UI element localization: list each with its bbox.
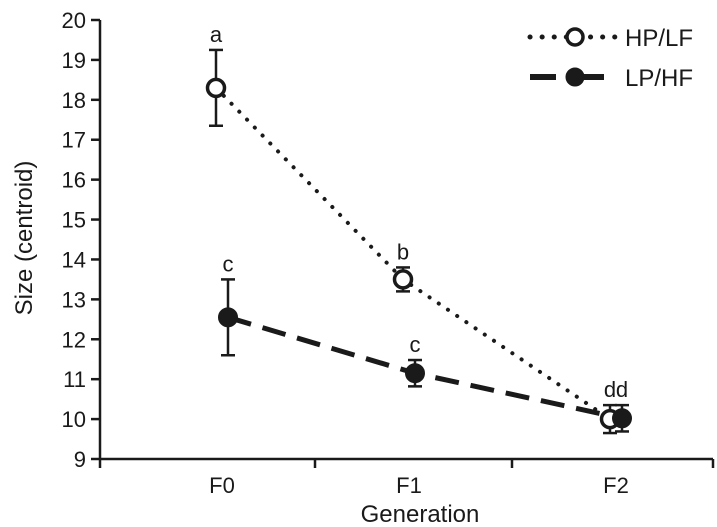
y-tick-label: 15 [62, 208, 86, 233]
y-tick-label: 17 [62, 128, 86, 153]
y-tick-label: 14 [62, 247, 86, 272]
data-point-lp-hf [612, 408, 632, 429]
x-tick-label: F0 [209, 473, 235, 498]
data-point-hp-lf [392, 269, 414, 290]
y-tick-label: 12 [62, 327, 86, 352]
x-axis-label: Generation [361, 501, 480, 527]
y-tick-label: 13 [62, 287, 86, 312]
y-tick-label: 16 [62, 168, 86, 193]
significance-letter: d [604, 377, 616, 402]
significance-letter: c [223, 251, 234, 276]
y-axis-label: Size (centroid) [11, 161, 38, 316]
significance-letter: d [616, 377, 628, 402]
legend-marker-lp-hf [565, 67, 585, 87]
data-point-lp-hf [405, 363, 425, 384]
legend-label-lp-hf: LP/HF [625, 65, 693, 92]
data-point-lp-hf [218, 307, 238, 328]
significance-letter: a [210, 22, 223, 47]
significance-letter: c [410, 332, 421, 357]
y-tick-label: 11 [63, 367, 86, 392]
series-line-lp-hf [227, 314, 623, 421]
legend-marker-hp-lf [565, 27, 585, 47]
y-tick-label: 18 [62, 88, 86, 113]
x-tick-label: F2 [603, 473, 629, 498]
data-point-hp-lf [205, 77, 227, 99]
y-tick-label: 9 [74, 447, 86, 472]
x-tick-label: F1 [396, 473, 422, 498]
y-tick-label: 19 [62, 48, 86, 73]
y-tick-label: 10 [62, 407, 86, 432]
significance-letter: b [397, 239, 409, 264]
legend-label-hp-lf: HP/LF [625, 25, 693, 52]
axes: 9 10 11 12 13 14 15 16 17 18 19 20 F0 F1 F2 [62, 8, 715, 498]
y-tick-label: 20 [62, 8, 86, 33]
series-layer: a b d c c d [205, 22, 632, 435]
legend: HP/LF LP/HF [527, 25, 693, 92]
